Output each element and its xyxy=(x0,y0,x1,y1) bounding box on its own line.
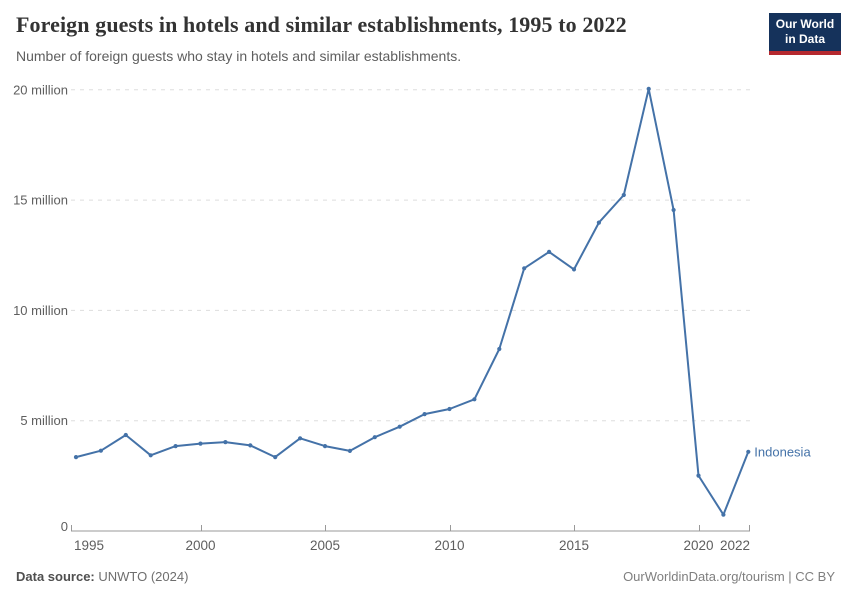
data-point xyxy=(522,266,527,271)
data-point xyxy=(148,453,153,458)
data-point xyxy=(198,441,203,446)
data-point xyxy=(596,220,602,225)
series-line-indonesia xyxy=(75,87,750,516)
data-point xyxy=(98,448,103,453)
data-point xyxy=(671,207,676,213)
data-point xyxy=(422,412,427,417)
y-axis-label: 10 million xyxy=(13,303,68,318)
data-point xyxy=(547,249,552,254)
owid-logo-red-bar xyxy=(769,50,841,55)
x-axis-label: 2020 xyxy=(683,538,713,553)
data-source: Data source: UNWTO (2024) xyxy=(16,569,188,584)
x-axis-label: 2010 xyxy=(434,538,464,553)
data-point xyxy=(123,432,128,438)
data-point xyxy=(372,435,377,440)
x-axis-label: 2005 xyxy=(310,538,340,553)
owid-logo: Our World in Data xyxy=(769,13,841,55)
data-point xyxy=(571,267,577,272)
data-point xyxy=(397,424,402,429)
y-axis-label: 15 million xyxy=(13,193,68,208)
data-source-value: UNWTO (2024) xyxy=(98,569,189,584)
data-point xyxy=(298,436,303,441)
data-point xyxy=(273,455,278,460)
chart-footer: Data source: UNWTO (2024) OurWorldinData… xyxy=(16,569,835,584)
data-point xyxy=(696,473,701,478)
series-end-label: Indonesia xyxy=(754,444,811,459)
page-title: Foreign guests in hotels and similar est… xyxy=(16,12,627,37)
data-point xyxy=(646,86,651,91)
data-point xyxy=(223,440,228,445)
data-point xyxy=(621,192,626,198)
data-point xyxy=(472,397,477,402)
owid-logo-line2: in Data xyxy=(784,32,825,47)
owid-logo-line1: Our World xyxy=(775,17,835,31)
x-axis-label: 2000 xyxy=(185,538,215,553)
attribution: OurWorldinData.org/tourism | CC BY xyxy=(623,569,835,584)
x-axis-label: 2022 xyxy=(720,538,750,553)
data-point xyxy=(248,443,253,448)
data-point xyxy=(322,444,328,449)
data-point xyxy=(73,455,79,460)
line-chart: 0 5 million 10 million 15 million 20 million… xyxy=(13,82,811,553)
y-axis-label: 20 million xyxy=(13,82,68,97)
data-source-label: Data source: xyxy=(16,569,95,584)
x-axis-label: 2015 xyxy=(559,538,589,553)
data-point xyxy=(746,449,751,454)
data-point xyxy=(447,406,452,412)
data-point xyxy=(721,512,726,517)
data-point xyxy=(347,448,352,453)
y-axis-label: 5 million xyxy=(20,413,68,428)
owid-logo-box: Our World in Data xyxy=(769,13,841,51)
chart-subtitle: Number of foreign guests who stay in hot… xyxy=(16,48,462,64)
data-point xyxy=(497,346,502,352)
y-axis-label: 0 xyxy=(61,519,68,534)
x-axis-label: 1995 xyxy=(74,538,104,553)
data-point xyxy=(173,444,178,449)
